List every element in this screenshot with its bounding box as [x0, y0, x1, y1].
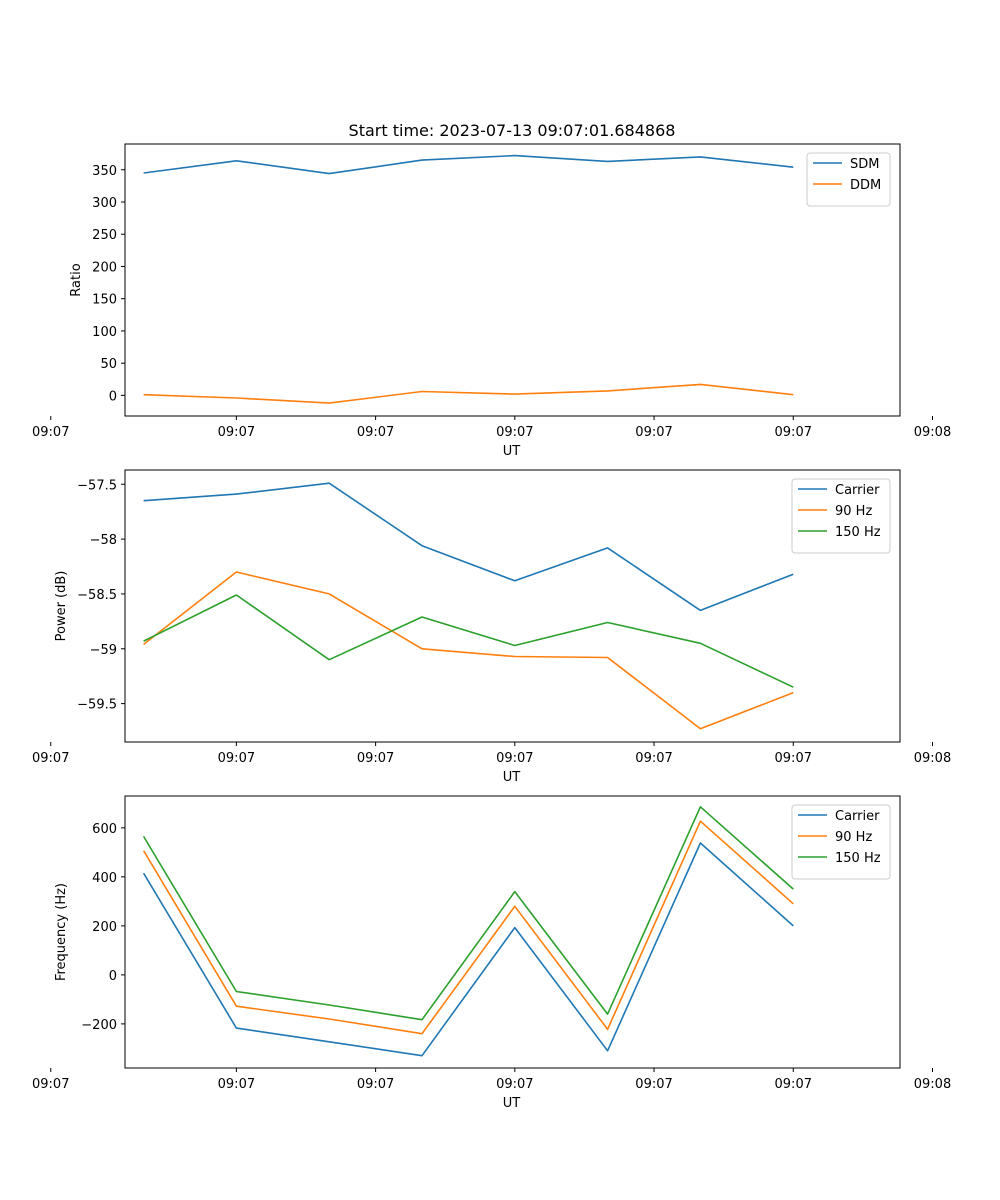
series-line-sdm [143, 154, 794, 175]
legend-label: SDM [850, 157, 879, 172]
x-axis-label: UT [503, 444, 521, 459]
y-axis-label: Power (dB) [54, 571, 69, 642]
x-tick-label: 09:07 [635, 1077, 672, 1092]
axes-frame [124, 795, 901, 1069]
y-tick-label: 50 [100, 357, 117, 372]
y-tick-label: −58 [90, 533, 117, 548]
axes-frame [124, 143, 901, 417]
x-tick-label: 09:08 [914, 1077, 951, 1092]
y-tick-label: 0 [109, 389, 117, 404]
x-tick-label: 09:07 [218, 425, 255, 440]
y-tick-label: −58.5 [77, 588, 117, 603]
y-tick-label: 200 [92, 920, 117, 935]
chart-panel-2: 09:07 09:07 09:07 09:07 09:07 09:07 09:08 −57.5… [32, 469, 951, 785]
series-line-ddm [143, 383, 794, 404]
x-tick-label: 09:07 [775, 751, 812, 766]
x-tick-label: 09:07 [496, 1077, 533, 1092]
y-tick-label: −57.5 [77, 478, 117, 493]
x-tick-label: 09:07 [775, 1077, 812, 1092]
y-tick-label: 350 [92, 164, 117, 179]
x-tick-label: 09:07 [496, 751, 533, 766]
legend-label: 150 Hz [835, 851, 881, 866]
figure-title: Start time: 2023-07-13 09:07:01.684868 [349, 121, 676, 140]
x-tick-label: 09:07 [357, 425, 394, 440]
legend-label: Carrier [835, 483, 880, 498]
legend-box [806, 152, 891, 207]
y-tick-label: 250 [92, 228, 117, 243]
x-tick-label: 09:07 [635, 751, 672, 766]
x-axis-label: UT [503, 1096, 521, 1111]
x-tick-label: 09:07 [218, 1077, 255, 1092]
legend-label: DDM [850, 178, 881, 193]
y-tick-label: 600 [92, 822, 117, 837]
x-tick-label: 09:07 [635, 425, 672, 440]
x-tick-label: 09:07 [218, 751, 255, 766]
legend: SDM DDM [806, 152, 891, 207]
x-tick-label: 09:08 [914, 425, 951, 440]
y-tick-label: 100 [92, 325, 117, 340]
chart-panel-3: 09:07 09:07 09:07 09:07 09:07 09:07 09:08 −200 0… [32, 795, 951, 1111]
x-tick-label: 09:07 [496, 425, 533, 440]
series-line-carrier [143, 482, 794, 612]
series-line-150-hz [142, 805, 794, 1021]
legend-label: Carrier [835, 809, 880, 824]
axes-frame [124, 469, 901, 743]
y-tick-label: 400 [92, 871, 117, 886]
x-tick-label: 09:08 [914, 751, 951, 766]
series-line-90-hz [143, 571, 794, 730]
x-tick-label: 09:07 [775, 425, 812, 440]
y-tick-label: −200 [81, 1018, 117, 1033]
series-line-90-hz [142, 820, 794, 1035]
series-line-150-hz [143, 594, 794, 688]
series-line-carrier [142, 842, 794, 1057]
x-tick-label: 09:07 [32, 1077, 69, 1092]
legend: Carrier 90 Hz 150 Hz [791, 478, 891, 554]
legend-box [791, 478, 891, 554]
y-axis-label: Ratio [69, 263, 84, 296]
y-tick-label: 300 [92, 196, 117, 211]
panels: 09:07 09:07 09:07 09:07 09:07 09:07 09:08 0 50 10… [32, 143, 951, 1111]
y-tick-label: 200 [92, 260, 117, 275]
y-tick-label: −59 [90, 643, 117, 658]
x-tick-label: 09:07 [357, 1077, 394, 1092]
legend-box [791, 804, 891, 880]
y-tick-label: 150 [92, 293, 117, 308]
x-tick-label: 09:07 [357, 751, 394, 766]
y-tick-label: −59.5 [77, 698, 117, 713]
x-tick-label: 09:07 [32, 425, 69, 440]
legend-label: 90 Hz [835, 830, 872, 845]
x-tick-label: 09:07 [32, 751, 69, 766]
y-axis-label: Frequency (Hz) [54, 883, 69, 981]
chart-panel-1: 09:07 09:07 09:07 09:07 09:07 09:07 09:08 0 50 10… [32, 143, 951, 459]
legend-label: 150 Hz [835, 525, 881, 540]
legend-label: 90 Hz [835, 504, 872, 519]
legend: Carrier 90 Hz 150 Hz [791, 804, 891, 880]
y-tick-label: 0 [109, 969, 117, 984]
x-axis-label: UT [503, 770, 521, 785]
